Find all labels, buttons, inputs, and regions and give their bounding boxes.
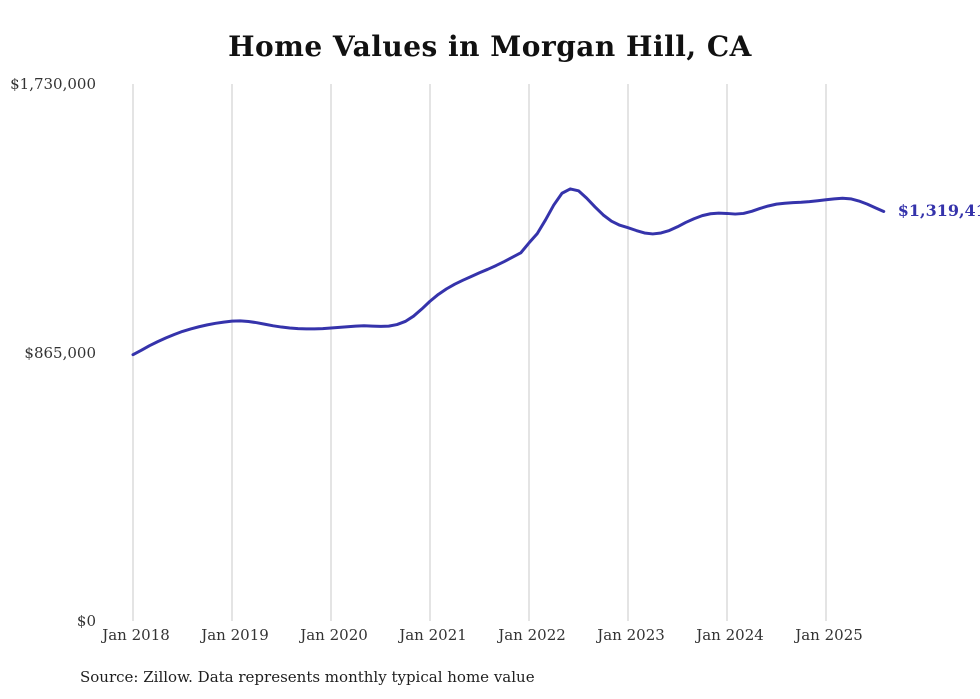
x-tick-label: Jan 2024: [696, 626, 764, 644]
x-tick-label: Jan 2018: [102, 626, 170, 644]
x-tick-label: Jan 2022: [498, 626, 566, 644]
y-axis-label-min: $0: [76, 612, 96, 630]
chart-title: Home Values in Morgan Hill, CA: [228, 30, 752, 63]
x-tick-label: Jan 2019: [201, 626, 269, 644]
x-tick-label: Jan 2020: [300, 626, 368, 644]
source-note: Source: Zillow. Data represents monthly …: [80, 668, 535, 686]
y-axis-label-max: $1,730,000: [10, 75, 96, 93]
y-axis-label-mid: $865,000: [24, 344, 96, 362]
x-tick-label: Jan 2025: [795, 626, 863, 644]
x-tick-label: Jan 2021: [399, 626, 467, 644]
x-tick-label: Jan 2023: [597, 626, 665, 644]
current-value-label: $1,319,410: [897, 201, 980, 221]
home-value-series-line: [131, 187, 886, 357]
